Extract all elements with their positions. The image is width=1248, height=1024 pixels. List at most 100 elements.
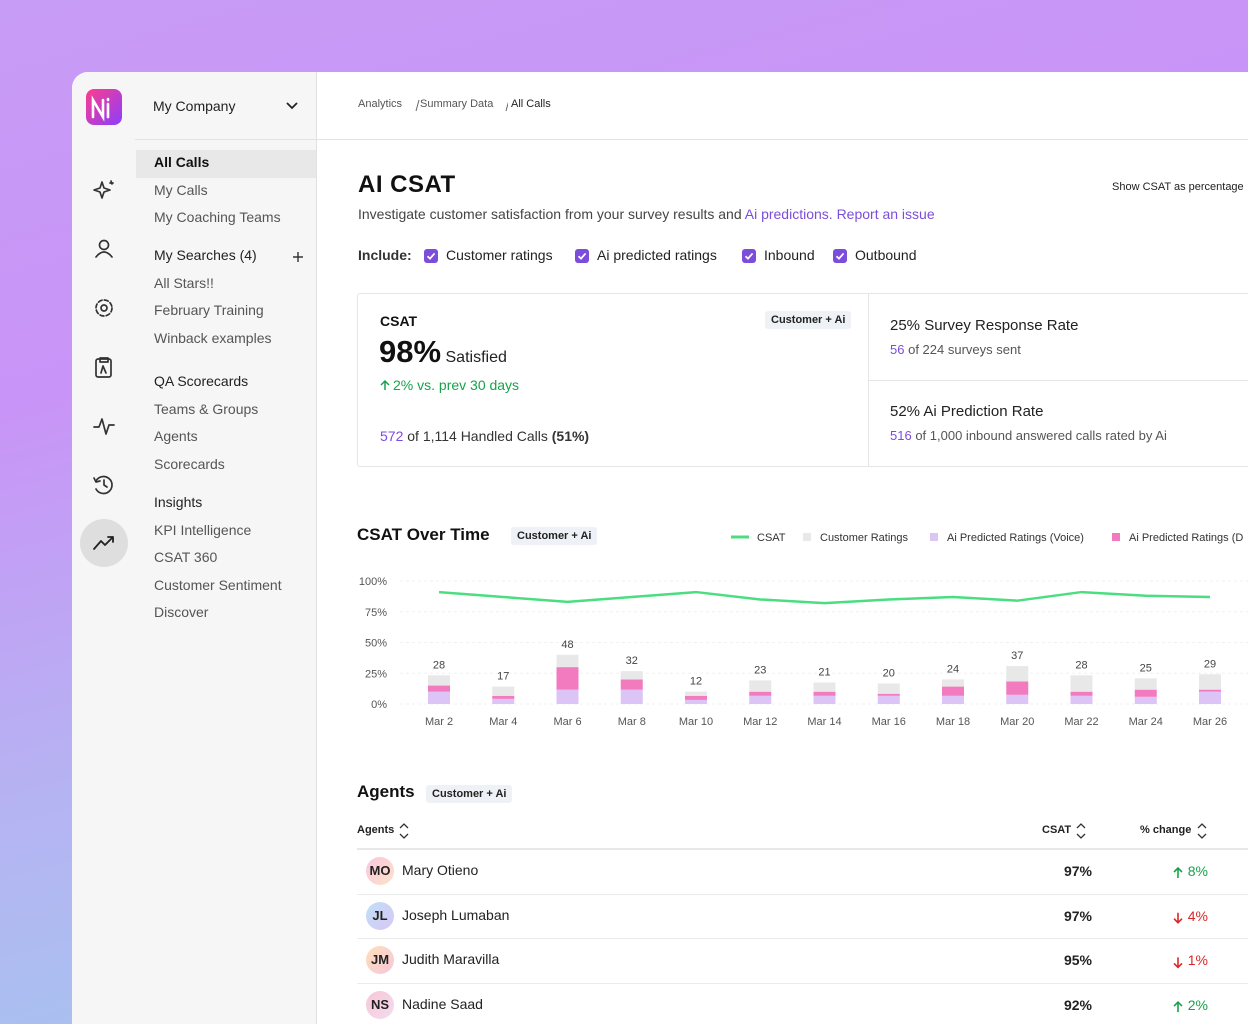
- nav-icon-scorecards[interactable]: [95, 357, 112, 378]
- bar-segment: [492, 686, 515, 696]
- x-tick-label: Mar 14: [807, 716, 841, 728]
- nav-item[interactable]: My Coaching Teams: [154, 209, 281, 225]
- badge: Customer + Ai: [426, 785, 513, 803]
- bar-total-label: 32: [626, 655, 638, 667]
- bar-segment: [620, 671, 643, 680]
- bar-segment: [1006, 666, 1029, 682]
- csat-value-line: 98% Satisfied: [379, 334, 507, 370]
- csat-toggle-label[interactable]: Show CSAT as percentage: [1112, 181, 1244, 193]
- nav-item[interactable]: All Calls: [154, 154, 210, 170]
- nav-item[interactable]: Teams & Groups: [154, 400, 259, 417]
- y-tick-label: 100%: [359, 576, 387, 588]
- column-header[interactable]: CSAT: [1042, 824, 1072, 836]
- nav-group[interactable]: My Searches (4): [154, 247, 257, 263]
- table-header-line: [357, 848, 1248, 850]
- prediction-detail: 516 of 1,000 inbound answered calls rate…: [890, 428, 1167, 443]
- add-search[interactable]: [292, 251, 304, 263]
- checkbox[interactable]: [742, 249, 756, 263]
- link[interactable]: Ai predictions.: [744, 206, 833, 222]
- nav-item[interactable]: Customer Sentiment: [154, 576, 282, 593]
- legend-marker: [930, 533, 938, 541]
- nav-item[interactable]: February Training: [154, 302, 264, 318]
- subtitle-text: Investigate customer satisfaction from y…: [358, 206, 742, 222]
- nav-active-bg: [136, 150, 316, 178]
- nav-item[interactable]: CSAT 360: [154, 549, 218, 565]
- nav-icon-analytics[interactable]: [93, 536, 114, 550]
- column-header[interactable]: Agents: [357, 824, 395, 836]
- bar-segment: [1070, 675, 1093, 692]
- x-tick-label: Mar 12: [743, 716, 777, 728]
- nav-icon-user[interactable]: [95, 239, 113, 258]
- legend-label: CSAT: [757, 532, 786, 544]
- company-chevron[interactable]: [284, 99, 300, 113]
- response-title: 25% Survey Response Rate: [890, 317, 1079, 334]
- nav-icon-settings[interactable]: [95, 299, 113, 317]
- filter-option[interactable]: Customer ratings: [446, 247, 553, 263]
- bar-segment: [1070, 691, 1093, 696]
- breadcrumb-item[interactable]: Summary Data: [420, 98, 494, 110]
- bar-segment: [1006, 694, 1029, 704]
- logo[interactable]: [86, 89, 122, 125]
- nav-icon-activity[interactable]: [93, 418, 115, 435]
- checkbox[interactable]: [575, 249, 589, 263]
- filter-option[interactable]: Inbound: [764, 247, 815, 263]
- x-tick-label: Mar 8: [618, 716, 646, 728]
- prediction-title: 52% Ai Prediction Rate: [890, 403, 1044, 420]
- bar-segment: [749, 680, 772, 692]
- bar-total-label: 21: [818, 666, 830, 678]
- response-detail: 56 of 224 surveys sent: [890, 342, 1021, 357]
- nav-group[interactable]: QA Scorecards: [154, 373, 249, 389]
- agent-name[interactable]: Joseph Lumaban: [402, 906, 510, 923]
- row-divider: [357, 893, 1248, 895]
- breadcrumb-item[interactable]: Analytics: [358, 98, 403, 110]
- nav-item[interactable]: Agents: [154, 428, 198, 444]
- csat-change: 2% vs. prev 30 days: [393, 377, 520, 393]
- bar-segment: [942, 686, 964, 696]
- avatar: NS: [366, 991, 394, 1020]
- bar-segment: [685, 699, 707, 704]
- legend-label: Ai Predicted Ratings (Voice): [947, 532, 1084, 544]
- nav-icon-history[interactable]: [93, 475, 113, 495]
- avatar: JL: [366, 901, 394, 930]
- agent-change: 4%: [1187, 907, 1208, 924]
- x-tick-label: Mar 24: [1129, 716, 1163, 728]
- summary-divider: [868, 294, 869, 466]
- agent-name[interactable]: Judith Maravilla: [402, 951, 500, 968]
- filter-option[interactable]: Outbound: [855, 247, 917, 263]
- bar-segment: [492, 695, 515, 699]
- bar-segment: [1134, 678, 1157, 690]
- bar-segment: [942, 695, 964, 704]
- sidebar: [135, 72, 317, 1024]
- agent-csat: 92%: [1063, 997, 1092, 1014]
- csat-line: [438, 590, 1211, 605]
- count: 56: [890, 342, 905, 357]
- checkbox[interactable]: [424, 249, 438, 263]
- nav-group[interactable]: Insights: [154, 494, 203, 510]
- column-header[interactable]: % change: [1140, 824, 1192, 836]
- nav-item[interactable]: Discover: [154, 604, 209, 620]
- x-tick-label: Mar 10: [679, 716, 713, 728]
- nav-item[interactable]: Scorecards: [154, 455, 225, 472]
- checkbox[interactable]: [833, 249, 847, 263]
- bar-segment: [1134, 689, 1157, 697]
- bar-total-label: 12: [690, 676, 702, 688]
- row-divider: [357, 983, 1248, 985]
- y-tick-label: 0%: [371, 699, 387, 711]
- nav-icon-ai[interactable]: [93, 180, 114, 199]
- nav-item[interactable]: My Calls: [154, 181, 208, 198]
- agent-name[interactable]: Nadine Saad: [402, 996, 483, 1013]
- nav-item[interactable]: Winback examples: [154, 329, 272, 346]
- filter-option[interactable]: Ai predicted ratings: [597, 247, 717, 263]
- bar-segment: [877, 693, 900, 696]
- y-tick-label: 50%: [365, 638, 387, 650]
- csat-caption: Satisfied: [445, 349, 507, 366]
- nav-item[interactable]: All Stars!!: [154, 274, 214, 291]
- link[interactable]: Report an issue: [836, 206, 935, 222]
- company-selector[interactable]: My Company: [153, 98, 236, 114]
- bar-segment: [556, 689, 579, 704]
- agent-name[interactable]: Mary Otieno: [402, 862, 479, 878]
- bar-segment: [492, 698, 515, 704]
- nav-item[interactable]: KPI Intelligence: [154, 521, 252, 538]
- avatar: JM: [366, 946, 394, 975]
